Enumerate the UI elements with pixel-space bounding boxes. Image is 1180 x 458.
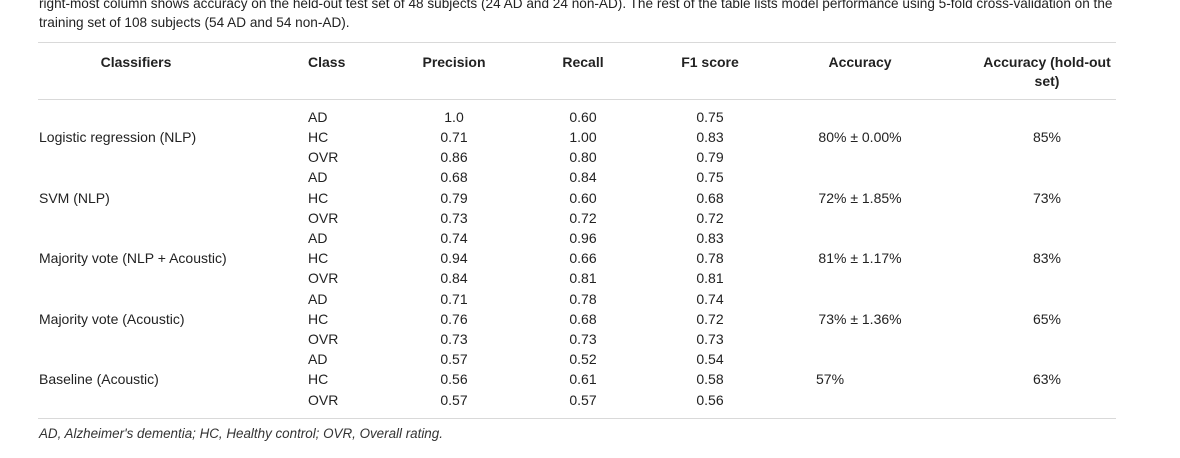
- recall-value: 0.84: [569, 169, 597, 185]
- precision-value: 0.79: [440, 190, 468, 206]
- precision-value: 0.74: [440, 230, 468, 246]
- recall-value: 0.78: [569, 291, 597, 307]
- precision-value: 0.73: [440, 210, 468, 226]
- precision-value: 0.71: [440, 291, 468, 307]
- precision-value: 0.86: [440, 149, 468, 165]
- recall-value: 0.72: [569, 210, 597, 226]
- class-label: AD: [308, 169, 328, 185]
- class-label: OVR: [308, 331, 339, 347]
- precision-value: 0.57: [440, 392, 468, 408]
- holdout-accuracy-value: 63%: [1032, 371, 1062, 387]
- class-label: OVR: [308, 210, 339, 226]
- recall-value: 0.81: [569, 270, 597, 286]
- class-label: HC: [308, 129, 329, 145]
- header-f1-score: F1 score: [681, 54, 739, 70]
- precision-value: 1.0: [444, 109, 464, 125]
- recall-value: 0.52: [569, 351, 597, 367]
- precision-value: 0.94: [440, 250, 468, 266]
- header-precision: Precision: [422, 54, 486, 70]
- classifier-name: Baseline (Acoustic): [39, 371, 159, 387]
- f1-value: 0.81: [696, 270, 724, 286]
- f1-value: 0.79: [696, 149, 724, 165]
- recall-value: 0.57: [569, 392, 597, 408]
- recall-value: 0.61: [569, 371, 597, 387]
- classifier-name: Majority vote (NLP + Acoustic): [39, 250, 227, 266]
- precision-value: 0.68: [440, 169, 468, 185]
- recall-value: 0.80: [569, 149, 597, 165]
- classifier-name: Logistic regression (NLP): [39, 129, 197, 145]
- f1-value: 0.72: [696, 311, 724, 327]
- f1-value: 0.68: [696, 190, 724, 206]
- f1-value: 0.75: [696, 109, 724, 125]
- classifier-name: Majority vote (Acoustic): [39, 311, 185, 327]
- f1-value: 0.54: [696, 351, 724, 367]
- class-label: AD: [308, 291, 328, 307]
- class-label: HC: [308, 371, 329, 387]
- class-label: OVR: [308, 149, 339, 165]
- table-top-rule: [38, 42, 1116, 43]
- recall-value: 1.00: [569, 129, 597, 145]
- accuracy-value: 81% ± 1.17%: [818, 250, 902, 266]
- recall-value: 0.60: [569, 109, 597, 125]
- recall-value: 0.66: [569, 250, 597, 266]
- header-accuracy-holdout: Accuracy (hold-out set): [983, 54, 1111, 89]
- holdout-accuracy-value: 73%: [1032, 190, 1062, 206]
- recall-value: 0.96: [569, 230, 597, 246]
- f1-value: 0.78: [696, 250, 724, 266]
- recall-value: 0.68: [569, 311, 597, 327]
- holdout-accuracy-value: 65%: [1032, 311, 1062, 327]
- precision-value: 0.76: [440, 311, 468, 327]
- f1-value: 0.72: [696, 210, 724, 226]
- f1-value: 0.83: [696, 129, 724, 145]
- accuracy-value: 72% ± 1.85%: [818, 190, 902, 206]
- table-bottom-rule: [38, 418, 1116, 419]
- class-label: OVR: [308, 270, 339, 286]
- f1-value: 0.83: [696, 230, 724, 246]
- recall-value: 0.73: [569, 331, 597, 347]
- f1-value: 0.75: [696, 169, 724, 185]
- class-label: HC: [308, 250, 329, 266]
- table-caption: right-most column shows accuracy on the …: [39, 0, 1113, 30]
- classifier-name: SVM (NLP): [39, 190, 110, 206]
- class-label: HC: [308, 190, 329, 206]
- header-class: Class: [308, 54, 346, 70]
- f1-value: 0.58: [696, 371, 724, 387]
- class-label: AD: [308, 230, 328, 246]
- holdout-accuracy-value: 85%: [1032, 129, 1062, 145]
- header-classifiers: Classifiers: [100, 54, 172, 70]
- class-label: OVR: [308, 392, 339, 408]
- class-label: HC: [308, 311, 329, 327]
- f1-value: 0.74: [696, 291, 724, 307]
- table-header-rule: [38, 99, 1116, 100]
- precision-value: 0.57: [440, 351, 468, 367]
- precision-value: 0.71: [440, 129, 468, 145]
- header-accuracy: Accuracy: [828, 54, 892, 70]
- precision-value: 0.73: [440, 331, 468, 347]
- accuracy-value: 57%: [816, 371, 845, 387]
- holdout-accuracy-value: 83%: [1032, 250, 1062, 266]
- recall-value: 0.60: [569, 190, 597, 206]
- accuracy-value: 73% ± 1.36%: [818, 311, 902, 327]
- class-label: AD: [308, 109, 328, 125]
- f1-value: 0.73: [696, 331, 724, 347]
- table-footnote: AD, Alzheimer's dementia; HC, Healthy co…: [39, 426, 443, 441]
- precision-value: 0.56: [440, 371, 468, 387]
- class-label: AD: [308, 351, 328, 367]
- accuracy-value: 80% ± 0.00%: [818, 129, 902, 145]
- precision-value: 0.84: [440, 270, 468, 286]
- f1-value: 0.56: [696, 392, 724, 408]
- header-recall: Recall: [562, 54, 604, 70]
